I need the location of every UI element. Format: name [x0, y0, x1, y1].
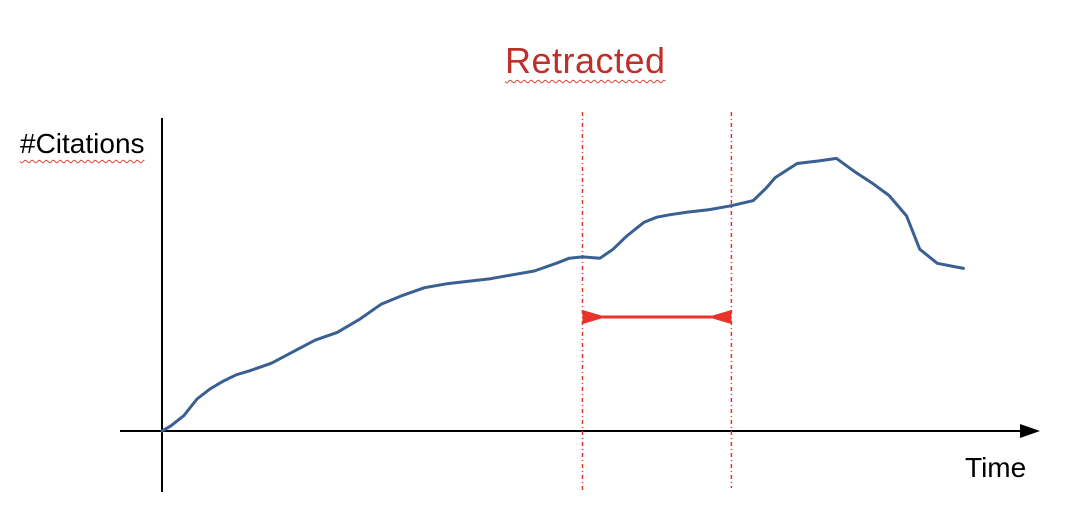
x-axis-label: Time [965, 452, 1027, 483]
x-axis-arrowhead-icon [1020, 424, 1040, 438]
interval-left-arrowhead-icon [582, 310, 607, 324]
citation-curve [160, 156, 965, 433]
interval-right-arrowhead-icon [707, 310, 732, 324]
y-axis-label: #Citations [20, 128, 145, 159]
diagram-title: Retracted [505, 40, 666, 81]
